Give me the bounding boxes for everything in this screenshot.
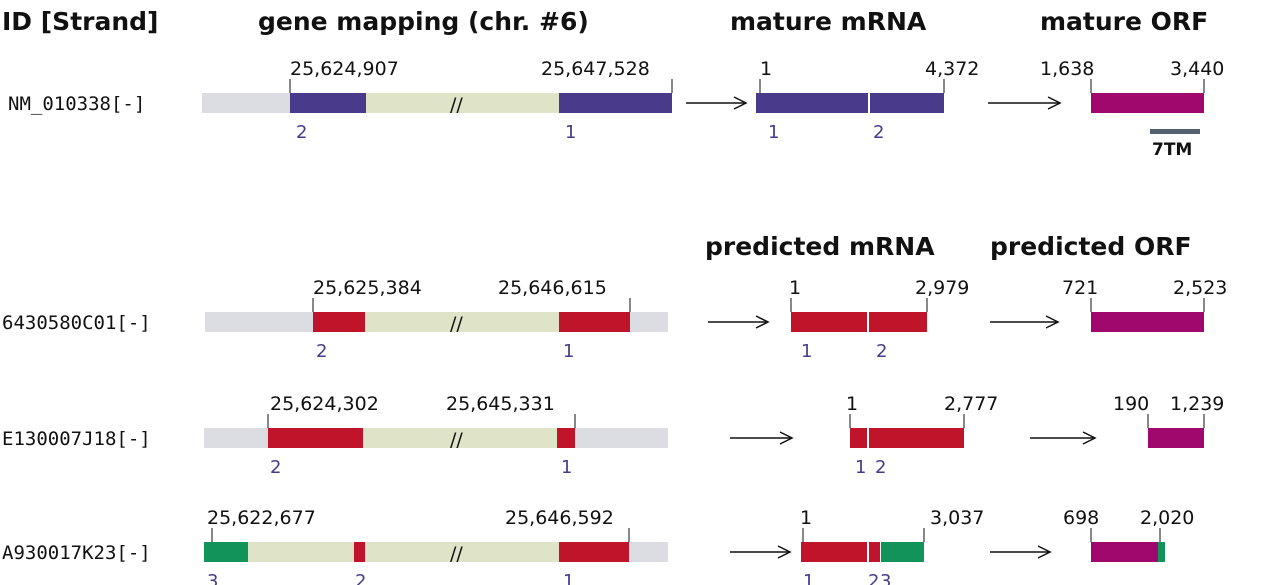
genomic-break-mark: //	[450, 543, 463, 565]
gene-end-coordinate: 25,647,528	[541, 58, 650, 80]
orf-end: 3,440	[1170, 58, 1224, 80]
arrow-head-icon	[1047, 96, 1062, 110]
exon-block	[559, 312, 630, 332]
mrna-end: 3,037	[930, 507, 984, 529]
exon-number: 2	[296, 122, 307, 143]
orf-end: 2,523	[1173, 277, 1227, 299]
exon-number: 1	[563, 571, 574, 585]
header-predicted-mrna: predicted mRNA	[705, 232, 935, 261]
header-mature-orf: mature ORF	[1040, 7, 1208, 36]
orf-block	[1091, 542, 1158, 562]
header-id: ID [Strand]	[2, 7, 158, 36]
mrna-exon-block	[756, 93, 868, 113]
exon-number: 2	[316, 341, 327, 362]
genomic-break-mark: //	[450, 313, 463, 335]
mrna-exon-number: 1	[803, 571, 814, 585]
header-gene-mapping: gene mapping (chr. #6)	[258, 7, 589, 36]
mrna-exon-number: 2	[876, 341, 887, 362]
mrna-exon-block	[870, 93, 944, 113]
header-mature-mrna: mature mRNA	[730, 7, 927, 36]
mrna-exon-block	[801, 542, 867, 562]
transcript-id: A930017K23[-]	[2, 542, 151, 564]
arrow-head-icon	[755, 315, 770, 329]
gene-row: 6430580C01[-] // 25,625,384 25,646,615 2 1 1 2,…	[2, 277, 1227, 362]
mrna-exon-number: 1	[768, 122, 779, 143]
arrow-head-icon	[779, 431, 794, 445]
gene-start-coordinate: 25,625,384	[313, 277, 422, 299]
exon-number: 2	[270, 457, 281, 478]
exon-block	[354, 542, 365, 562]
orf-end: 2,020	[1140, 507, 1194, 529]
mrna-exon-block	[869, 312, 927, 332]
arrow-head-icon	[1082, 431, 1097, 445]
arrow-head-icon	[1045, 315, 1060, 329]
genomic-break-mark: //	[450, 429, 463, 451]
genomic-break-mark: //	[450, 94, 463, 116]
mrna-exon-block	[850, 428, 867, 448]
7tm-domain-bar	[1150, 129, 1200, 134]
transcript-id: NM_010338[-]	[8, 93, 145, 115]
mrna-end: 4,372	[925, 58, 979, 80]
mrna-exon-block	[869, 428, 964, 448]
mrna-exon-number: 2	[873, 122, 884, 143]
mrna-start: 1	[800, 507, 812, 529]
arrow-head-icon	[777, 545, 792, 559]
mrna-start: 1	[846, 393, 858, 415]
gene-end-coordinate: 25,646,615	[498, 277, 607, 299]
exon-block	[204, 542, 248, 562]
gene-end-coordinate: 25,645,331	[446, 393, 555, 415]
exon-number: 2	[355, 571, 366, 585]
orf-block	[1158, 542, 1165, 562]
exon-number: 1	[565, 122, 576, 143]
exon-block	[268, 428, 363, 448]
mrna-exon-number: 2	[875, 457, 886, 478]
mrna-exon-block	[791, 312, 867, 332]
exon-number: 1	[561, 457, 572, 478]
mrna-exon-number: 1	[855, 457, 866, 478]
orf-block	[1091, 312, 1204, 332]
exon-block	[313, 312, 365, 332]
mrna-exon-number: 1	[801, 341, 812, 362]
orf-start: 1,638	[1040, 58, 1094, 80]
mrna-exon-number: 2	[868, 571, 879, 585]
arrow-head-icon	[1037, 545, 1052, 559]
mrna-exon-block	[869, 542, 880, 562]
orf-start: 721	[1062, 277, 1098, 299]
orf-start: 698	[1063, 507, 1099, 529]
orf-block	[1148, 428, 1204, 448]
exon-block	[559, 93, 672, 113]
arrow-head-icon	[733, 96, 748, 110]
intron-region	[204, 542, 629, 562]
gene-row: NM_010338[-] // 25,624,907 25,647,528 2 1 1 4,3…	[8, 58, 1224, 160]
transcript-id: 6430580C01[-]	[2, 312, 151, 334]
mrna-exon-block	[881, 542, 924, 562]
mrna-start: 1	[760, 58, 772, 80]
orf-end: 1,239	[1170, 393, 1224, 415]
intron-region	[313, 312, 630, 332]
mrna-end: 2,777	[944, 393, 998, 415]
orf-start: 190	[1113, 393, 1149, 415]
mrna-end: 2,979	[915, 277, 969, 299]
exon-block	[290, 93, 366, 113]
exon-number: 3	[207, 571, 218, 585]
domain-label: 7TM	[1152, 140, 1192, 160]
orf-block	[1091, 93, 1204, 113]
gene-start-coordinate: 25,622,677	[207, 507, 316, 529]
mrna-exon-number: 3	[880, 571, 891, 585]
mrna-start: 1	[789, 277, 801, 299]
header-predicted-orf: predicted ORF	[990, 232, 1192, 261]
transcript-id: E130007J18[-]	[2, 428, 151, 450]
gene-end-coordinate: 25,646,592	[505, 507, 614, 529]
exon-block	[557, 428, 575, 448]
exon-block	[559, 542, 629, 562]
gene-start-coordinate: 25,624,302	[270, 393, 379, 415]
exon-number: 1	[563, 341, 574, 362]
gene-start-coordinate: 25,624,907	[290, 58, 399, 80]
